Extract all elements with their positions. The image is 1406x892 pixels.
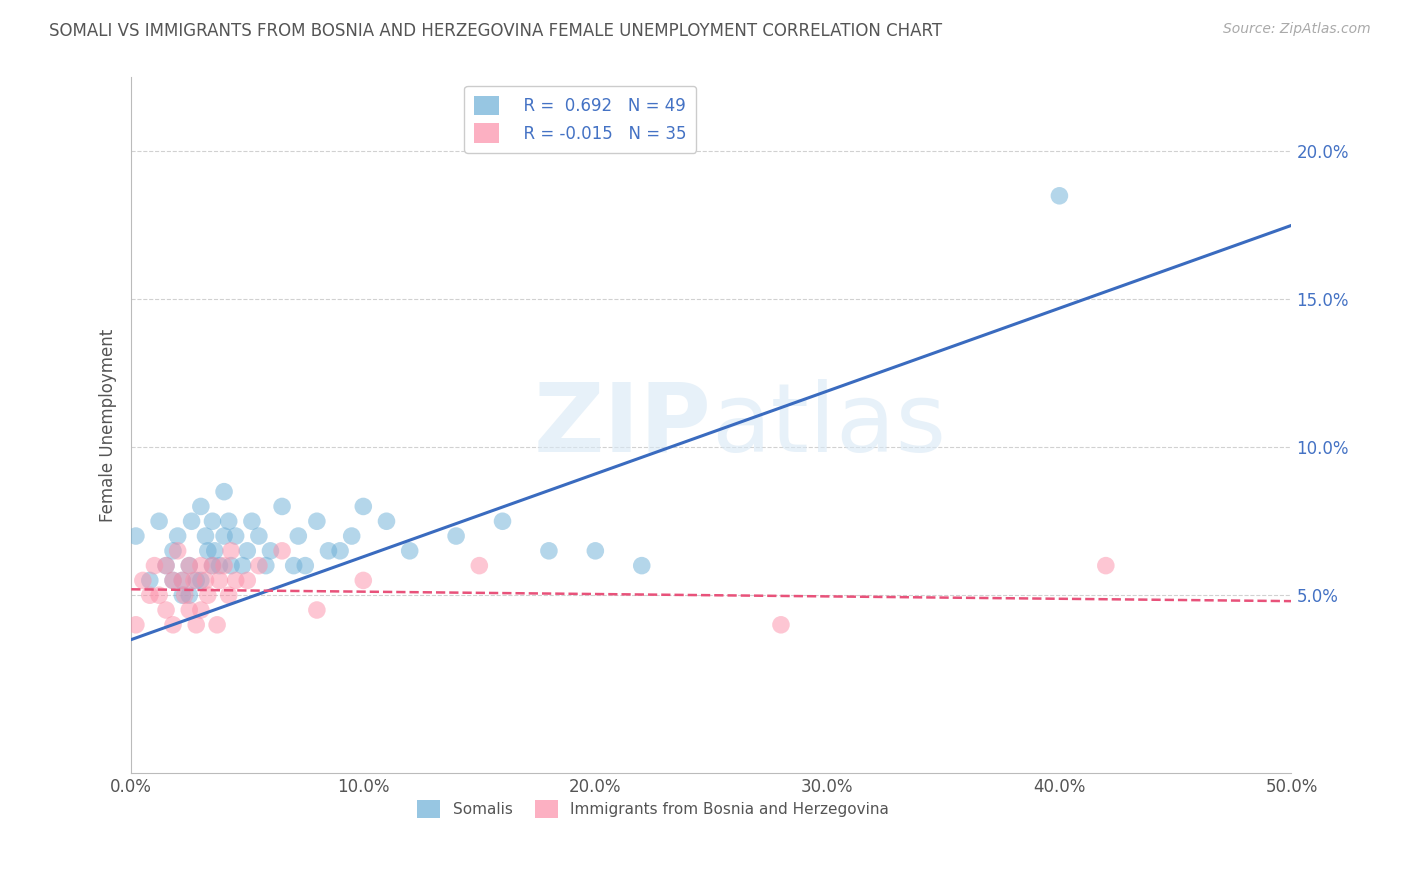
Point	[1047, 188, 1070, 202]
Point	[148, 514, 170, 528]
Point	[225, 529, 247, 543]
Point	[444, 529, 467, 543]
Point	[186, 617, 208, 632]
Legend: Somalis, Immigrants from Bosnia and Herzegovina: Somalis, Immigrants from Bosnia and Herz…	[412, 795, 896, 824]
Point	[125, 617, 148, 632]
Point	[769, 617, 792, 632]
Point	[247, 558, 270, 573]
Point	[240, 514, 263, 528]
Point	[352, 574, 374, 588]
Point	[201, 558, 224, 573]
Point	[194, 574, 217, 588]
Point	[190, 603, 212, 617]
Text: ZIP: ZIP	[533, 378, 711, 472]
Point	[179, 558, 201, 573]
Point	[190, 500, 212, 514]
Point	[125, 529, 148, 543]
Point	[468, 558, 491, 573]
Point	[162, 617, 184, 632]
Point	[283, 558, 305, 573]
Point	[537, 544, 560, 558]
Text: Source: ZipAtlas.com: Source: ZipAtlas.com	[1223, 22, 1371, 37]
Point	[208, 558, 231, 573]
Point	[162, 544, 184, 558]
Point	[236, 544, 259, 558]
Point	[172, 574, 194, 588]
Point	[180, 514, 202, 528]
Point	[583, 544, 606, 558]
Point	[179, 603, 201, 617]
Point	[197, 588, 219, 602]
Text: SOMALI VS IMMIGRANTS FROM BOSNIA AND HERZEGOVINA FEMALE UNEMPLOYMENT CORRELATION: SOMALI VS IMMIGRANTS FROM BOSNIA AND HER…	[49, 22, 942, 40]
Point	[139, 574, 162, 588]
Point	[294, 558, 316, 573]
Point	[162, 574, 184, 588]
Point	[208, 574, 231, 588]
Point	[219, 544, 242, 558]
Point	[172, 588, 194, 602]
Point	[491, 514, 513, 528]
Point	[166, 544, 188, 558]
Point	[179, 588, 201, 602]
Point	[254, 558, 277, 573]
Point	[186, 574, 208, 588]
Y-axis label: Female Unemployment: Female Unemployment	[100, 328, 117, 522]
Point	[329, 544, 352, 558]
Point	[212, 529, 235, 543]
Point	[398, 544, 420, 558]
Point	[166, 529, 188, 543]
Point	[201, 558, 224, 573]
Point	[247, 529, 270, 543]
Point	[148, 588, 170, 602]
Point	[271, 544, 294, 558]
Point	[1095, 558, 1118, 573]
Point	[218, 588, 240, 602]
Point	[179, 558, 201, 573]
Point	[630, 558, 652, 573]
Point	[194, 529, 217, 543]
Point	[225, 574, 247, 588]
Point	[190, 558, 212, 573]
Point	[139, 588, 162, 602]
Point	[271, 500, 294, 514]
Point	[305, 514, 328, 528]
Point	[183, 574, 205, 588]
Point	[212, 484, 235, 499]
Point	[155, 558, 177, 573]
Point	[155, 558, 177, 573]
Point	[232, 558, 254, 573]
Point	[218, 514, 240, 528]
Point	[305, 603, 328, 617]
Point	[197, 544, 219, 558]
Point	[190, 574, 212, 588]
Point	[352, 500, 374, 514]
Text: atlas: atlas	[711, 378, 946, 472]
Point	[143, 558, 166, 573]
Point	[205, 617, 228, 632]
Point	[236, 574, 259, 588]
Point	[340, 529, 363, 543]
Point	[375, 514, 398, 528]
Point	[172, 574, 194, 588]
Point	[155, 603, 177, 617]
Point	[219, 558, 242, 573]
Point	[201, 514, 224, 528]
Point	[287, 529, 309, 543]
Point	[162, 574, 184, 588]
Point	[132, 574, 155, 588]
Point	[259, 544, 281, 558]
Point	[173, 588, 195, 602]
Point	[204, 544, 226, 558]
Point	[318, 544, 340, 558]
Point	[212, 558, 235, 573]
